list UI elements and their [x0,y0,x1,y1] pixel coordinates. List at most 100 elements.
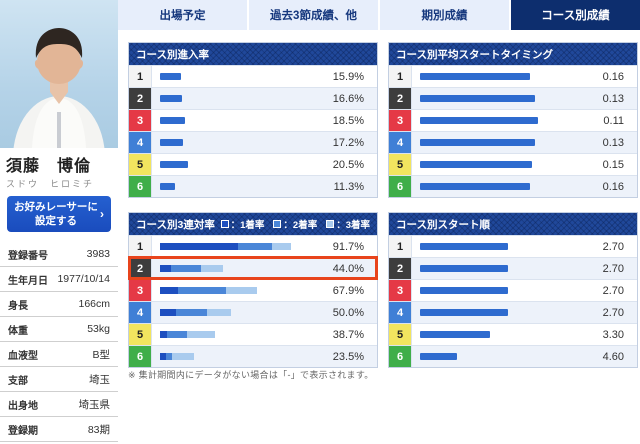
value-label: 4.60 [602,350,624,363]
value-label: 15.9% [332,70,364,83]
bar-area [412,265,573,272]
panel-title-bar: コース別3連対率 ：1着率 ：2着率 ：3着率 [129,213,377,235]
value-label: 50.0% [332,306,364,319]
bar-area [152,331,313,338]
bar-segment-1 [160,243,238,250]
course-row-3: 3 0.11 [389,109,637,131]
course-badge-4: 4 [389,302,412,323]
panel-3: コース別3連対率 ：1着率 ：2着率 ：3着率 1 91.7% 2 44.0% 3 67.9% 4 5… [128,212,378,368]
course-row-3: 3 2.70 [389,279,637,301]
bar-area [412,331,573,338]
panel-2: コース別平均スタートタイミング 1 0.16 2 0.13 3 0.11 4 0.13 5 0.15… [388,42,638,198]
bar-segment-1 [160,331,168,338]
stacked-bar [160,331,216,338]
legend-label: ：3着率 [336,220,370,231]
bar-segment-3 [171,353,194,360]
tab-3[interactable]: 期別成績 [378,0,509,30]
value-label: 38.7% [332,328,364,341]
stats-panels-grid: コース別進入率 1 15.9% 2 16.6% 3 18.5% 4 17.2% 5 20.5% 6 11… [128,42,638,368]
bar-area [152,73,313,80]
detail-row: 支部 埼玉 [0,367,118,393]
course-badge-4: 4 [129,302,152,323]
course-row-4: 4 17.2% [129,131,377,153]
bar-segment-1 [160,265,172,272]
racer-portrait-illustration [13,28,105,148]
course-row-6: 6 4.60 [389,345,637,367]
value-label: 16.6% [332,92,364,105]
bar [420,117,538,124]
racer-kana: スドウ ヒロミチ [6,179,95,189]
detail-value: B型 [92,348,110,361]
detail-value: 埼玉県 [78,398,111,411]
value-label: 0.13 [602,136,624,149]
stacked-bar [160,243,292,250]
stacked-bar [160,353,194,360]
course-badge-1: 1 [389,236,412,257]
detail-label: 体重 [8,325,28,337]
bar-area [152,353,313,360]
course-badge-3: 3 [389,110,412,131]
bar-segment-2 [177,287,226,294]
tab-4[interactable]: コース別成績 [509,0,640,30]
bar-area [412,139,573,146]
legend-swatch-icon [273,220,282,228]
bar-area [152,243,313,250]
course-row-2: 2 2.70 [389,257,637,279]
detail-value: 166cm [78,298,110,311]
tab-2[interactable]: 過去3節成績、他 [247,0,378,30]
bar-segment-2 [237,243,272,250]
panel-title: コース別3連対率 [136,218,215,231]
bar-area [152,139,313,146]
course-badge-2: 2 [129,258,152,279]
course-badge-6: 6 [389,346,412,367]
bar [420,161,532,168]
bar-segment-3 [187,331,216,338]
bar-area [152,183,313,190]
course-row-5: 5 38.7% [129,323,377,345]
bar [420,287,508,294]
bar-area [412,287,573,294]
panel-title: コース別スタート順 [396,218,490,231]
value-label: 2.70 [602,240,624,253]
legend-swatch-icon [220,220,229,228]
course-badge-4: 4 [389,132,412,153]
tab-1[interactable]: 出場予定 [118,0,247,30]
detail-row: 登録期 83期 [0,417,118,443]
value-label: 0.15 [602,158,624,171]
detail-label: 血液型 [8,350,38,362]
detail-label: 身長 [8,300,28,312]
value-label: 2.70 [602,262,624,275]
racer-photo [0,0,118,148]
legend-label: ：2着率 [283,220,318,231]
stacked-bar [160,265,223,272]
detail-value: 53kg [87,323,110,336]
legend-swatch-icon [326,220,335,228]
value-label: 0.13 [602,92,624,105]
value-label: 23.5% [332,350,364,363]
bar-area [152,161,313,168]
bar-area [412,117,573,124]
course-row-2: 2 44.0% [128,256,378,280]
panel-1: コース別進入率 1 15.9% 2 16.6% 3 18.5% 4 17.2% 5 20.5% 6 11… [128,42,378,198]
favorite-racer-button[interactable]: お好みレーサーに 設定する › [7,196,111,233]
detail-row: 生年月日 1977/10/14 [0,267,118,293]
bar [160,73,182,80]
bar-area [152,309,313,316]
stacked-bar [160,287,258,294]
detail-value: 1977/10/14 [57,273,110,286]
bar [160,117,185,124]
course-row-1: 1 91.7% [129,235,377,257]
bar-area [152,95,313,102]
legend-label: ：1着率 [230,220,265,231]
course-badge-3: 3 [129,280,152,301]
value-label: 0.16 [602,70,624,83]
course-row-2: 2 0.13 [389,87,637,109]
detail-value: 埼玉 [89,373,110,386]
course-row-6: 6 23.5% [129,345,377,367]
detail-label: 出身地 [8,400,38,412]
course-row-5: 5 20.5% [129,153,377,175]
value-label: 20.5% [332,158,364,171]
bar-area [152,287,313,294]
value-label: 2.70 [602,306,624,319]
panel-title-bar: コース別進入率 [129,43,377,65]
